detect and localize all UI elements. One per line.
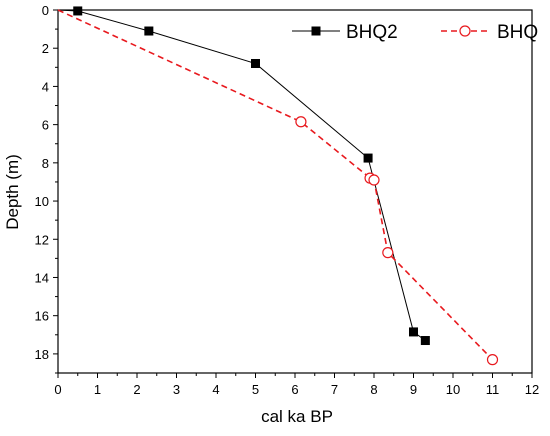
x-tick-label: 1 bbox=[94, 382, 101, 397]
data-point-square bbox=[251, 58, 260, 68]
x-tick-label: 11 bbox=[486, 382, 500, 397]
data-point-square bbox=[363, 153, 373, 163]
y-tick-label: 8 bbox=[42, 156, 49, 171]
x-tick-label: 5 bbox=[252, 382, 259, 397]
x-tick-label: 0 bbox=[54, 382, 61, 397]
data-point-square bbox=[144, 26, 154, 36]
legend-label: BHQ2 bbox=[346, 22, 398, 43]
x-tick-label: 8 bbox=[370, 382, 377, 397]
series-layer bbox=[57, 6, 499, 366]
legend-marker-square bbox=[311, 26, 321, 36]
x-tick-label: 3 bbox=[173, 382, 180, 397]
x-tick-label: 6 bbox=[291, 382, 298, 397]
data-point-circle bbox=[295, 116, 307, 128]
y-tick-label: 6 bbox=[42, 118, 49, 133]
data-point-circle bbox=[382, 247, 394, 259]
legend-item-bhq: BHQ bbox=[441, 22, 538, 43]
y-axis-label: Depth (m) bbox=[3, 154, 22, 230]
plot-border bbox=[57, 9, 533, 374]
y-tick-label: 18 bbox=[35, 347, 49, 362]
data-point-square bbox=[409, 327, 418, 337]
data-point-circle bbox=[368, 174, 380, 186]
series-bhq2 bbox=[57, 6, 430, 346]
legend-label: BHQ bbox=[497, 22, 538, 43]
y-tick-label: 12 bbox=[35, 232, 49, 247]
x-tick-label: 7 bbox=[331, 382, 338, 397]
y-tick-label: 4 bbox=[42, 79, 49, 94]
plot-frame bbox=[57, 9, 533, 374]
y-tick-label: 10 bbox=[35, 194, 49, 209]
y-tick-label: 0 bbox=[42, 3, 49, 18]
legend: BHQ2 BHQ bbox=[292, 22, 538, 43]
legend-marker-circle bbox=[459, 25, 471, 37]
y-tick-label: 16 bbox=[35, 309, 49, 324]
x-axis: 0 1 2 3 4 5 6 7 8 9 10 11 12 bbox=[54, 373, 539, 397]
y-tick-label: 2 bbox=[42, 41, 49, 56]
y-tick-label: 14 bbox=[35, 270, 49, 285]
data-point-square bbox=[73, 6, 83, 16]
x-tick-label: 9 bbox=[410, 382, 417, 397]
legend-item-bhq2: BHQ2 bbox=[292, 22, 398, 43]
data-point-square bbox=[420, 336, 430, 346]
x-tick-label: 4 bbox=[212, 382, 219, 397]
x-tick-label: 2 bbox=[133, 382, 140, 397]
x-tick-label: 12 bbox=[525, 382, 539, 397]
series-line-bhq bbox=[57, 9, 494, 361]
x-axis-label: cal ka BP bbox=[261, 407, 333, 426]
x-tick-label: 10 bbox=[446, 382, 460, 397]
data-point-circle bbox=[486, 354, 499, 366]
series-bhq bbox=[57, 9, 499, 366]
y-axis: 0 2 4 6 8 10 12 14 16 18 bbox=[35, 3, 58, 374]
